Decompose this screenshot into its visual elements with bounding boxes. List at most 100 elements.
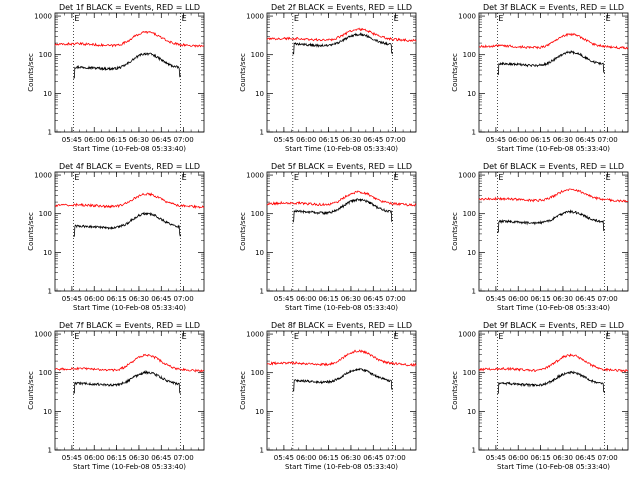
plot-frame: [478, 171, 629, 292]
x-tick-label: 05:45: [62, 295, 82, 303]
y-axis-label: Counts/sec: [451, 212, 459, 251]
lld-series-line: [266, 27, 417, 42]
x-axis-label: Start Time (10-Feb-08 05:33:40): [497, 463, 610, 471]
x-tick-label: 06:45: [575, 136, 595, 144]
x-tick-label: 06:00: [84, 295, 104, 303]
events-series-line: [292, 198, 393, 223]
x-tick-label: 05:45: [274, 136, 294, 144]
y-tick-label: 10: [467, 90, 476, 98]
plot-frame: [478, 12, 629, 133]
y-tick-label: 1000: [246, 172, 264, 180]
y-tick-label: 100: [251, 51, 264, 59]
y-tick-label: 1: [48, 129, 52, 137]
detector-panel: Det 4f BLACK = Events, RED = LLD 1 10 100 10…: [27, 162, 205, 312]
panel-title: Det 5f BLACK = Events, RED = LLD: [271, 162, 412, 171]
x-tick-label: 06:15: [318, 136, 338, 144]
event-marker-label: E: [394, 14, 399, 23]
panel-title: Det 1f BLACK = Events, RED = LLD: [59, 3, 200, 12]
y-tick-label: 1: [48, 447, 52, 455]
event-marker-label: E: [74, 14, 79, 23]
x-tick-label: 06:15: [530, 295, 550, 303]
plot-frame: [54, 330, 205, 451]
x-tick-label: 05:45: [274, 295, 294, 303]
x-tick-label: 06:30: [129, 454, 149, 462]
plot-frame: [266, 171, 417, 292]
plot-frame: [54, 171, 205, 292]
x-tick-label: 07:00: [174, 136, 194, 144]
x-tick-label: 06:45: [363, 454, 383, 462]
y-tick-label: 100: [463, 51, 476, 59]
x-axis-label: Start Time (10-Feb-08 05:33:40): [73, 463, 186, 471]
plot-frame: [54, 12, 205, 133]
x-axis-label: Start Time (10-Feb-08 05:33:40): [285, 145, 398, 153]
detector-panel: Det 1f BLACK = Events, RED = LLD 1 10 100 10…: [27, 3, 205, 153]
x-axis-label: Start Time (10-Feb-08 05:33:40): [285, 463, 398, 471]
event-marker-label: E: [498, 14, 503, 23]
x-tick-label: 07:00: [174, 295, 194, 303]
y-tick-label: 10: [43, 408, 52, 416]
event-marker-label: E: [182, 173, 187, 182]
y-tick-label: 1000: [246, 331, 264, 339]
x-axis-label: Start Time (10-Feb-08 05:33:40): [73, 304, 186, 312]
y-tick-label: 1: [260, 288, 264, 296]
x-tick-label: 07:00: [598, 136, 618, 144]
x-tick-label: 05:45: [62, 136, 82, 144]
event-marker-label: E: [294, 332, 299, 341]
x-tick-label: 06:45: [151, 136, 171, 144]
x-tick-label: 06:45: [151, 454, 171, 462]
event-marker-label: E: [394, 173, 399, 182]
x-tick-label: 06:30: [129, 136, 149, 144]
event-marker-label: E: [294, 173, 299, 182]
event-marker-label: E: [606, 173, 611, 182]
y-tick-label: 1: [472, 288, 476, 296]
x-tick-label: 06:45: [363, 136, 383, 144]
events-series-line: [73, 52, 182, 79]
x-tick-label: 05:45: [62, 454, 82, 462]
y-tick-label: 100: [39, 51, 52, 59]
detector-panel: Det 6f BLACK = Events, RED = LLD 1 10 100 10…: [451, 162, 629, 312]
lld-series-line: [54, 192, 205, 210]
x-tick-label: 06:15: [106, 136, 126, 144]
event-marker-label: E: [182, 14, 187, 23]
event-marker-label: E: [182, 332, 187, 341]
x-tick-label: 07:00: [386, 136, 406, 144]
y-tick-label: 1: [472, 447, 476, 455]
y-tick-label: 1000: [458, 13, 476, 21]
lld-series-line: [478, 32, 629, 50]
events-series-line: [73, 211, 182, 237]
y-axis-label: Counts/sec: [239, 212, 247, 251]
x-tick-label: 05:45: [486, 295, 506, 303]
x-axis-label: Start Time (10-Feb-08 05:33:40): [285, 304, 398, 312]
y-tick-label: 100: [251, 210, 264, 218]
detector-panel: Det 2f BLACK = Events, RED = LLD 1 10 100 10…: [239, 3, 417, 153]
detector-panel: Det 8f BLACK = Events, RED = LLD 1 10 100 10…: [239, 321, 417, 471]
y-tick-label: 100: [39, 369, 52, 377]
y-tick-label: 100: [463, 210, 476, 218]
y-axis-label: Counts/sec: [239, 371, 247, 410]
panel-title: Det 7f BLACK = Events, RED = LLD: [59, 321, 200, 330]
detector-panel: Det 5f BLACK = Events, RED = LLD 1 10 100 10…: [239, 162, 417, 312]
panel-title: Det 3f BLACK = Events, RED = LLD: [483, 3, 624, 12]
y-tick-label: 1000: [458, 172, 476, 180]
x-tick-label: 06:45: [575, 454, 595, 462]
x-tick-label: 06:30: [553, 454, 573, 462]
y-tick-label: 10: [255, 408, 264, 416]
y-axis-label: Counts/sec: [27, 371, 35, 410]
y-tick-label: 100: [251, 369, 264, 377]
y-tick-label: 10: [255, 90, 264, 98]
x-tick-label: 06:00: [296, 295, 316, 303]
x-tick-label: 06:15: [318, 295, 338, 303]
x-tick-label: 06:15: [530, 136, 550, 144]
x-tick-label: 06:30: [341, 454, 361, 462]
detector-panel: Det 7f BLACK = Events, RED = LLD 1 10 100 10…: [27, 321, 205, 471]
panel-title: Det 9f BLACK = Events, RED = LLD: [483, 321, 624, 330]
y-tick-label: 1: [260, 447, 264, 455]
event-marker-label: E: [294, 14, 299, 23]
lld-series-line: [478, 188, 629, 203]
x-tick-label: 07:00: [386, 454, 406, 462]
x-tick-label: 05:45: [486, 136, 506, 144]
x-axis-label: Start Time (10-Feb-08 05:33:40): [73, 145, 186, 153]
y-axis-label: Counts/sec: [451, 53, 459, 92]
x-tick-label: 07:00: [386, 295, 406, 303]
